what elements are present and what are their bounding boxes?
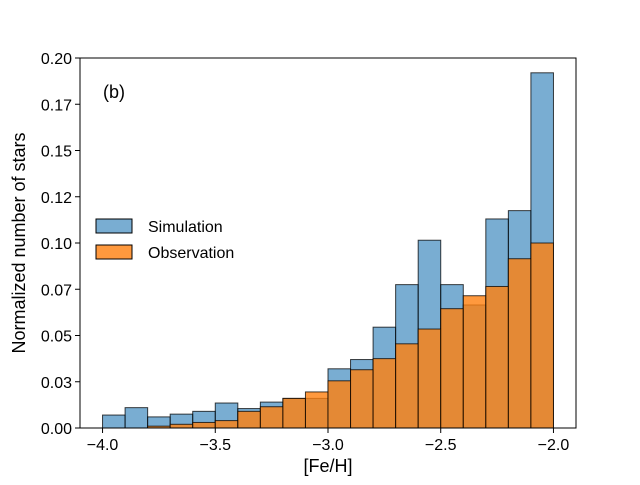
y-tick-label: 0.20 (41, 51, 72, 68)
x-tick-label: −3.5 (199, 437, 231, 454)
y-tick-label: 0.17 (41, 97, 72, 114)
legend-label-simulation: Simulation (148, 219, 223, 236)
observation-bar (530, 242, 554, 429)
legend-swatch-observation (95, 244, 133, 260)
observation-bar (259, 406, 284, 429)
y-tick-label: 0.05 (41, 329, 72, 346)
legend: Simulation Observation (95, 218, 234, 262)
observation-bar (304, 391, 329, 429)
y-axis-label: Normalized number of stars (9, 132, 29, 353)
observation-bar (440, 308, 464, 429)
observation-bar (417, 328, 442, 429)
series-observation (147, 242, 554, 429)
x-tick-label: −2.0 (538, 437, 570, 454)
y-tick-label: 0.00 (41, 421, 72, 438)
observation-bar (462, 295, 487, 429)
observation-bar (350, 369, 374, 429)
simulation-bar (124, 407, 149, 429)
observation-bar (507, 258, 532, 429)
y-tick-label: 0.10 (41, 236, 72, 253)
x-tick-label: −3.0 (312, 437, 344, 454)
y-tick-label: 0.12 (41, 190, 72, 207)
observation-bar (214, 420, 239, 429)
observation-bar (395, 343, 419, 429)
observation-bar (192, 421, 216, 429)
legend-swatch-simulation (95, 218, 133, 234)
y-tick-label: 0.03 (41, 375, 72, 392)
x-tick-label: −2.5 (425, 437, 457, 454)
observation-bar (372, 358, 397, 429)
observation-bar (485, 285, 509, 429)
y-tick-label: 0.15 (41, 144, 72, 161)
x-axis-label: [Fe/H] (303, 456, 352, 476)
observation-bar (327, 380, 352, 429)
y-tick-label: 0.07 (41, 282, 72, 299)
legend-label-observation: Observation (148, 245, 234, 262)
observation-bar (237, 410, 261, 429)
observation-bar (169, 423, 194, 429)
x-tick-label: −4.0 (87, 437, 119, 454)
panel-label: (b) (103, 82, 125, 102)
simulation-bar (102, 414, 126, 429)
observation-bar (282, 397, 306, 429)
